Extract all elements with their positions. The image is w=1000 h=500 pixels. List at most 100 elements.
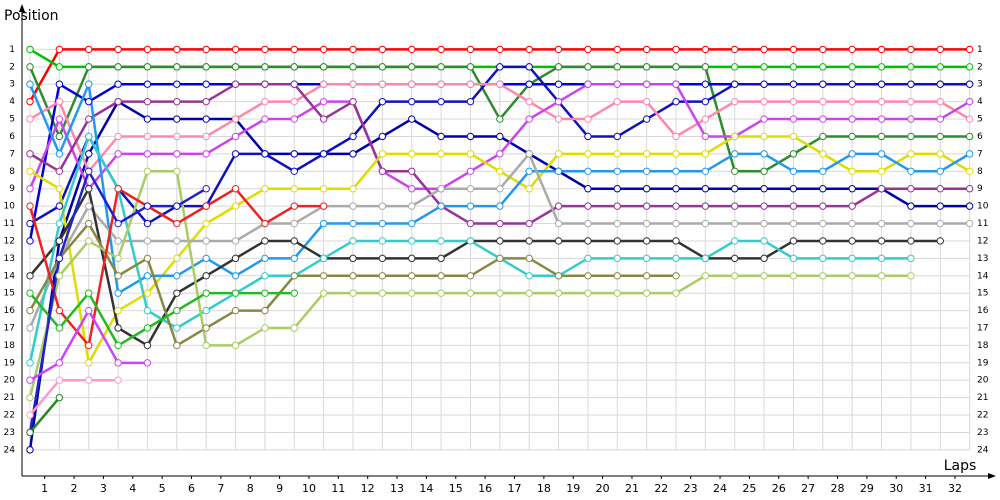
data-point — [584, 219, 592, 228]
data-point — [114, 324, 122, 332]
y-tick-label: 12 — [4, 236, 15, 246]
data-point — [642, 254, 651, 263]
data-point — [760, 272, 768, 280]
data-point — [642, 289, 651, 297]
data-point — [819, 45, 827, 54]
data-point — [55, 45, 64, 54]
data-point — [143, 63, 152, 71]
data-point — [408, 202, 416, 210]
data-point — [26, 97, 34, 106]
data-point — [466, 132, 475, 141]
data-point — [701, 272, 710, 280]
y-tick-label: 5 — [9, 115, 15, 125]
data-point — [85, 306, 93, 315]
data-point — [965, 63, 974, 71]
data-point — [496, 167, 504, 175]
data-point — [319, 202, 328, 210]
data-point — [936, 63, 944, 71]
data-point — [965, 150, 974, 158]
data-point — [173, 341, 181, 350]
data-point — [936, 80, 944, 88]
data-point — [319, 150, 328, 158]
data-point — [55, 272, 64, 280]
data-point — [378, 167, 387, 175]
data-point — [701, 150, 710, 158]
data-point — [85, 63, 93, 71]
data-point — [408, 167, 416, 175]
data-point — [114, 80, 122, 88]
data-point — [85, 219, 93, 228]
data-point — [437, 63, 445, 71]
data-point — [319, 45, 328, 54]
x-tick-label: 4 — [129, 482, 136, 495]
data-point — [319, 254, 328, 263]
data-point — [173, 63, 181, 71]
data-point — [907, 115, 915, 123]
data-point — [114, 45, 122, 54]
data-point — [907, 80, 915, 88]
data-point — [701, 185, 710, 193]
y-tick-label: 11 — [4, 219, 15, 229]
data-point — [789, 185, 798, 193]
data-point — [319, 272, 328, 280]
data-point — [143, 132, 152, 141]
data-point — [408, 272, 416, 280]
data-point — [613, 289, 621, 297]
data-point — [55, 80, 64, 88]
data-point — [554, 63, 563, 71]
data-point — [496, 202, 504, 210]
data-point — [290, 219, 298, 228]
x-tick-label: 27 — [801, 482, 815, 495]
data-point — [877, 132, 886, 141]
data-point — [848, 272, 856, 280]
data-point — [907, 237, 915, 245]
y-tick-label: 7 — [9, 149, 15, 159]
data-point — [466, 80, 475, 88]
data-point — [525, 185, 533, 193]
data-point — [848, 45, 856, 54]
y-tick-label-right: 12 — [977, 236, 988, 246]
data-point — [231, 341, 240, 350]
data-point — [496, 289, 504, 297]
data-point — [26, 289, 34, 297]
data-point — [466, 45, 475, 54]
data-point — [672, 97, 680, 106]
x-tick-label: 21 — [625, 482, 639, 495]
data-point — [554, 115, 563, 123]
data-point — [26, 428, 34, 437]
y-tick-label-right: 21 — [977, 393, 988, 403]
data-point — [85, 359, 93, 367]
data-point — [466, 167, 475, 175]
data-point — [819, 272, 827, 280]
y-tick-label: 18 — [4, 341, 16, 351]
data-point — [819, 63, 827, 71]
data-point — [408, 97, 416, 106]
y-tick-label: 24 — [4, 445, 16, 455]
data-point — [114, 272, 122, 280]
data-point — [349, 185, 357, 193]
data-point — [202, 97, 210, 106]
y-tick-label-right: 17 — [977, 324, 988, 334]
data-point — [349, 219, 357, 228]
data-point — [437, 150, 445, 158]
data-point — [672, 63, 680, 71]
data-point — [173, 132, 181, 141]
data-point — [202, 306, 210, 315]
data-point — [408, 254, 416, 263]
data-point — [789, 115, 798, 123]
data-point — [378, 254, 387, 263]
data-point — [613, 202, 621, 210]
x-tick-label: 15 — [449, 482, 463, 495]
data-point — [731, 97, 739, 106]
data-point — [143, 324, 152, 332]
data-point — [290, 115, 298, 123]
data-point — [642, 150, 651, 158]
data-point — [672, 254, 680, 263]
data-point — [114, 63, 122, 71]
data-point — [437, 272, 445, 280]
data-point — [496, 150, 504, 158]
y-tick-label-right: 14 — [977, 271, 989, 281]
data-point — [26, 202, 34, 210]
data-point — [760, 45, 768, 54]
x-tick-label: 2 — [71, 482, 78, 495]
